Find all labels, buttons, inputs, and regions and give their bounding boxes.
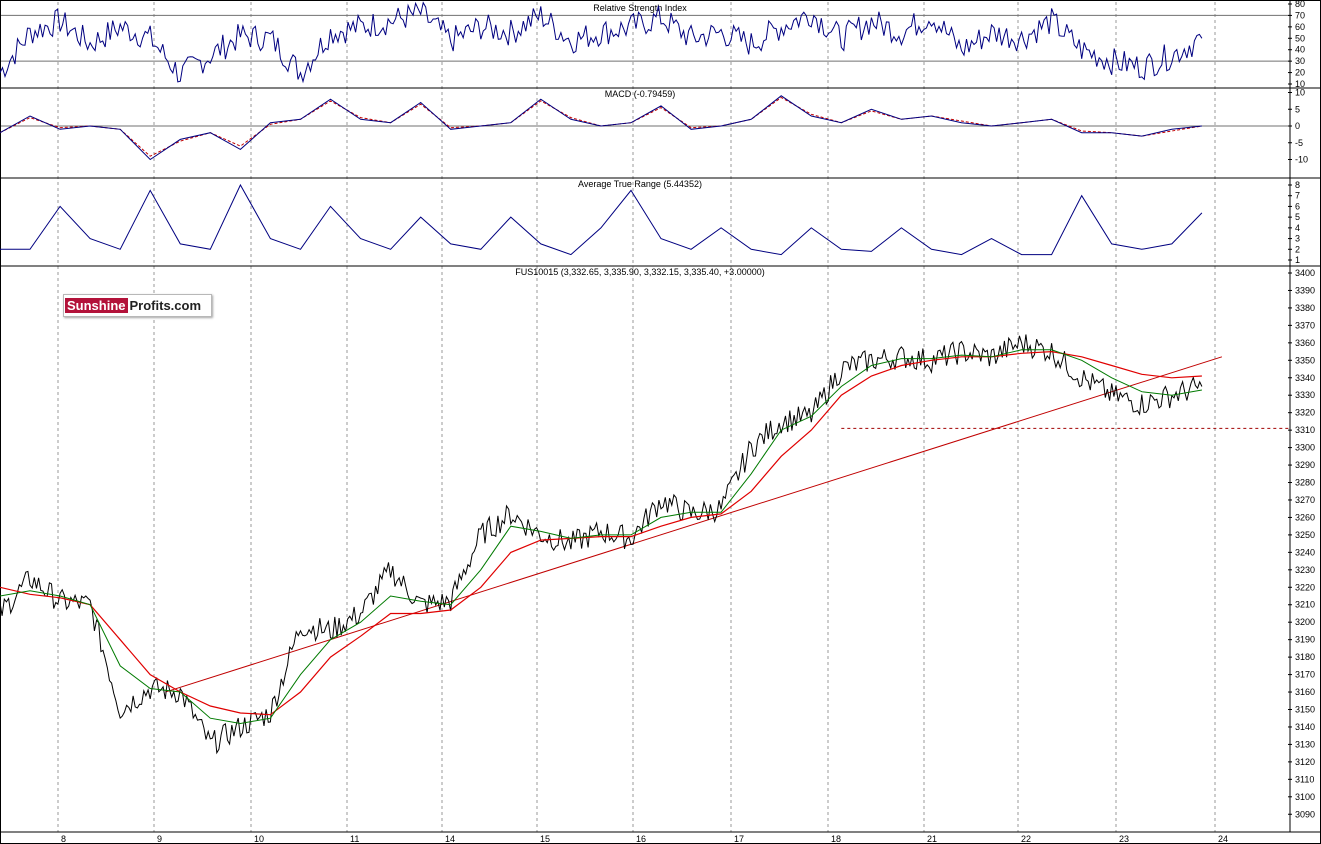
rsi-series-line [0,1,1203,84]
rsi-y-tick-label: 10 [1295,79,1305,89]
x-tick-label: 17 [734,834,744,844]
price-y-tick-label: 3300 [1295,443,1315,453]
price-y-tick-label: 3400 [1295,268,1315,278]
price-y-tick-label: 3340 [1295,373,1315,383]
price-series-line [0,334,1203,755]
rsi-y-tick-label: 50 [1295,33,1305,43]
x-tick-label: 14 [445,834,455,844]
macd-y-tick-label: -10 [1295,155,1308,165]
price-y-tick-label: 3390 [1295,285,1315,295]
atr-y-tick-label: 8 [1295,180,1300,190]
macd-signal-line [0,96,1202,157]
x-tick-label: 21 [927,834,937,844]
x-tick-label: 24 [1218,834,1228,844]
atr-y-tick-label: 4 [1295,223,1300,233]
axis-ticks: 8 9 10 11 14 15 16 17 18 21 22 23 248070605040302010… [61,0,1315,844]
price-y-tick-label: 3360 [1295,338,1315,348]
price-y-tick-label: 3140 [1295,722,1315,732]
price-y-tick-label: 3380 [1295,303,1315,313]
atr-title: Average True Range (5.44352) [578,179,702,189]
price-y-tick-label: 3330 [1295,390,1315,400]
price-y-tick-label: 3170 [1295,670,1315,680]
grid-lines [0,2,1290,832]
price-y-tick-label: 3310 [1295,425,1315,435]
atr-y-tick-label: 7 [1295,191,1300,201]
price-y-tick-label: 3210 [1295,600,1315,610]
price-y-tick-label: 3240 [1295,547,1315,557]
x-tick-label: 23 [1119,834,1129,844]
x-tick-label: 16 [636,834,646,844]
price-y-tick-label: 3130 [1295,739,1315,749]
rsi-y-tick-label: 30 [1295,56,1305,66]
price-y-tick-label: 3090 [1295,809,1315,819]
price-y-tick-label: 3290 [1295,460,1315,470]
atr-series-line [0,183,1203,256]
rsi-y-tick-label: 20 [1295,68,1305,78]
atr-y-tick-label: 5 [1295,212,1300,222]
x-tick-label: 18 [831,834,841,844]
macd-y-tick-label: -5 [1295,138,1303,148]
price-y-tick-label: 3100 [1295,792,1315,802]
price-y-tick-label: 3180 [1295,652,1315,662]
price-y-tick-label: 3150 [1295,705,1315,715]
rsi-y-tick-label: 80 [1295,0,1305,9]
atr-y-tick-label: 3 [1295,234,1300,244]
price-y-tick-label: 3120 [1295,757,1315,767]
price-y-tick-label: 3200 [1295,617,1315,627]
macd-y-tick-label: 10 [1295,88,1305,98]
price-y-tick-label: 3350 [1295,355,1315,365]
x-tick-label: 9 [157,834,162,844]
atr-y-tick-label: 6 [1295,201,1300,211]
x-tick-label: 11 [350,834,359,844]
trendline [165,356,1223,693]
rsi-y-tick-label: 70 [1295,10,1305,20]
price-y-tick-label: 3320 [1295,408,1315,418]
logo-part-1: Sunshine [65,298,128,313]
rsi-y-tick-label: 40 [1295,45,1305,55]
x-tick-label: 10 [254,834,264,844]
macd-y-tick-label: 0 [1295,121,1300,131]
x-tick-label: 22 [1021,834,1031,844]
price-y-tick-label: 3160 [1295,687,1315,697]
price-y-tick-label: 3190 [1295,635,1315,645]
x-tick-label: 15 [540,834,550,844]
price-y-tick-label: 3110 [1295,774,1314,784]
macd-title: MACD (-0.79459) [605,89,676,99]
rsi-title: Relative Strength Index [593,3,687,13]
chart-marks [0,1,1290,755]
macd-series-line [0,95,1202,161]
price-y-tick-label: 3370 [1295,320,1315,330]
rsi-y-tick-label: 60 [1295,22,1305,32]
atr-y-tick-label: 2 [1295,244,1300,254]
atr-y-tick-label: 1 [1295,255,1300,265]
logo-part-2: Profits.com [129,298,202,313]
price-y-tick-label: 3220 [1295,582,1315,592]
macd-y-tick-label: 5 [1295,104,1300,114]
price-y-tick-label: 3270 [1295,495,1315,505]
price-y-tick-label: 3230 [1295,565,1315,575]
price-y-tick-label: 3250 [1295,530,1315,540]
x-tick-label: 8 [61,834,66,844]
slow-moving-average-line [0,350,1202,716]
price-y-tick-label: 3280 [1295,478,1315,488]
price-title: FUS10015 (3,332.65, 3,335.90, 3,332.15, … [515,267,764,277]
sunshine-profits-logo[interactable]: Sunshine Profits.com [63,294,212,317]
price-y-tick-label: 3260 [1295,512,1315,522]
fast-moving-average-line [0,349,1202,725]
